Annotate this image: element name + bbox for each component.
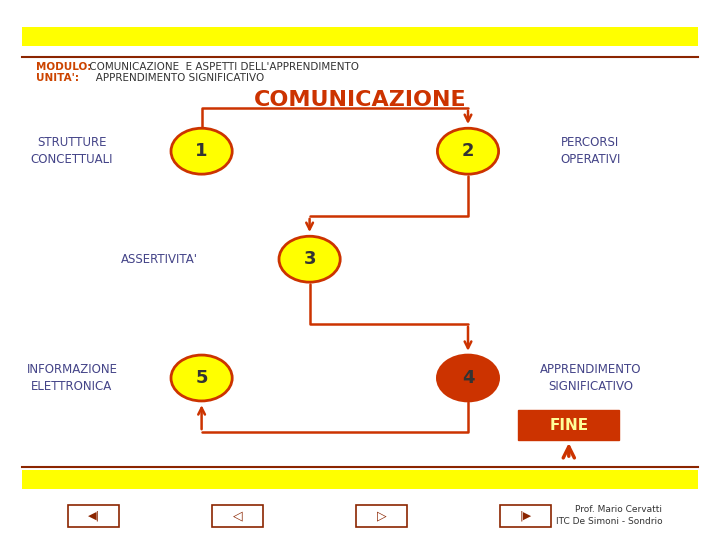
FancyBboxPatch shape (356, 505, 407, 526)
Ellipse shape (438, 128, 498, 174)
Text: |▶: |▶ (520, 510, 531, 521)
Text: APPRENDIMENTO SIGNIFICATIVO: APPRENDIMENTO SIGNIFICATIVO (86, 73, 265, 83)
Text: FINE: FINE (549, 418, 588, 433)
Text: 5: 5 (195, 369, 208, 387)
Text: STRUTTURE
CONCETTUALI: STRUTTURE CONCETTUALI (31, 136, 113, 166)
Text: UNITA':: UNITA': (36, 73, 79, 83)
Text: 3: 3 (303, 250, 316, 268)
FancyBboxPatch shape (22, 27, 698, 46)
Ellipse shape (171, 128, 233, 174)
Text: COMUNICAZIONE: COMUNICAZIONE (253, 90, 467, 110)
Ellipse shape (279, 237, 341, 282)
Text: APPRENDIMENTO
SIGNIFICATIVO: APPRENDIMENTO SIGNIFICATIVO (540, 363, 641, 393)
Text: COMUNICAZIONE  E ASPETTI DELL'APPRENDIMENTO: COMUNICAZIONE E ASPETTI DELL'APPRENDIMEN… (86, 63, 359, 72)
Text: ▷: ▷ (377, 509, 387, 522)
Text: INFORMAZIONE
ELETTRONICA: INFORMAZIONE ELETTRONICA (27, 363, 117, 393)
Text: ASSERTIVITA': ASSERTIVITA' (121, 253, 198, 266)
Text: Prof. Mario Cervatti
ITC De Simoni - Sondrio: Prof. Mario Cervatti ITC De Simoni - Son… (556, 505, 662, 526)
Text: 1: 1 (195, 142, 208, 160)
Text: MODULO:: MODULO: (36, 63, 91, 72)
FancyBboxPatch shape (22, 470, 698, 489)
FancyBboxPatch shape (212, 505, 263, 526)
Text: ◁: ◁ (233, 509, 243, 522)
Text: PERCORSI
OPERATIVI: PERCORSI OPERATIVI (560, 136, 621, 166)
Text: ◀|: ◀| (88, 510, 99, 521)
Text: 2: 2 (462, 142, 474, 160)
FancyBboxPatch shape (68, 505, 119, 526)
FancyBboxPatch shape (518, 410, 619, 440)
Ellipse shape (171, 355, 233, 401)
FancyBboxPatch shape (500, 505, 551, 526)
Text: 4: 4 (462, 369, 474, 387)
Ellipse shape (438, 355, 498, 401)
